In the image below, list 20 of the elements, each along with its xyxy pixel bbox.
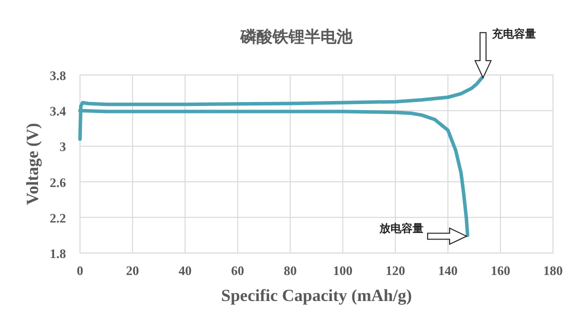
x-tick-label: 40 bbox=[178, 263, 192, 278]
y-tick-label: 3.4 bbox=[50, 104, 66, 119]
y-tick-label: 2.6 bbox=[50, 174, 66, 190]
chart-title: 磷酸铁锂半电池 bbox=[240, 27, 354, 46]
y-tick-label: 1.8 bbox=[50, 246, 66, 261]
annotation: 放电容量 bbox=[378, 222, 424, 236]
y-tick-label: 3 bbox=[60, 139, 66, 154]
y-tick-label: 3.8 bbox=[50, 68, 66, 83]
x-axis-title: Specific Capacity (mAh/g) bbox=[221, 286, 412, 305]
x-tick-label: 160 bbox=[490, 263, 510, 278]
y-tick-label: 2.2 bbox=[50, 210, 66, 226]
x-tick-label: 0 bbox=[76, 263, 84, 278]
x-tick-label: 180 bbox=[543, 263, 563, 278]
x-tick-label: 20 bbox=[126, 263, 140, 278]
y-axis-title: Voltage (V) bbox=[23, 123, 42, 205]
x-tick-label: 140 bbox=[438, 263, 458, 278]
x-tick-label: 120 bbox=[386, 263, 406, 278]
x-tick-label: 100 bbox=[333, 263, 353, 278]
x-tick-label: 60 bbox=[231, 263, 244, 278]
x-tick-label: 80 bbox=[284, 263, 297, 278]
